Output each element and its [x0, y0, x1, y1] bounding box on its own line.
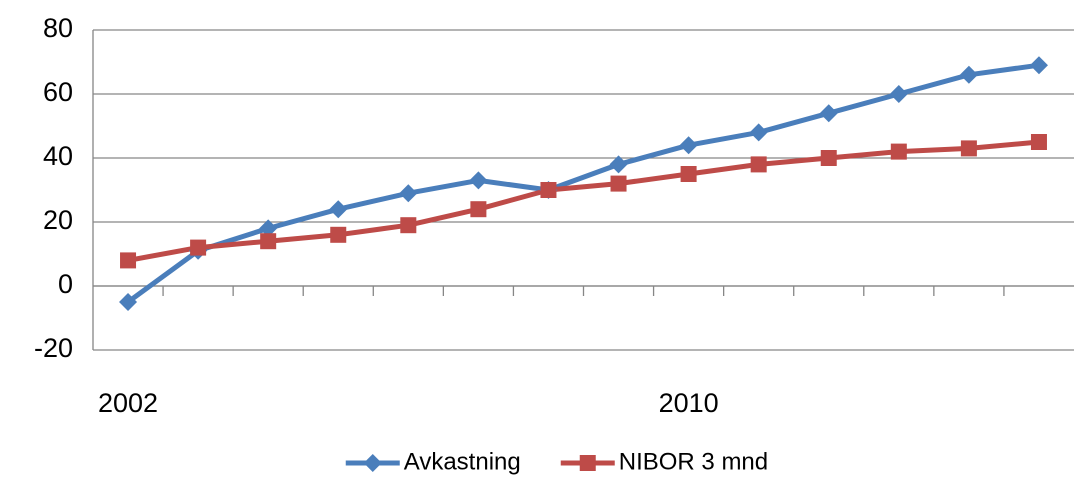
legend: Avkastning NIBOR 3 mnd [345, 448, 768, 475]
point [1030, 134, 1047, 150]
point [610, 175, 627, 192]
x-tick-label: 2002 [98, 388, 158, 418]
point [679, 136, 698, 155]
series-line [127, 139, 1040, 263]
y-tick-label: -20 [34, 333, 73, 363]
point [749, 123, 768, 142]
legend-label: NIBOR 3 mnd [619, 448, 768, 475]
point [750, 156, 767, 173]
point [820, 150, 837, 166]
point [259, 219, 278, 238]
point [119, 293, 138, 311]
legend-marker [363, 454, 382, 472]
y-tick-label: 40 [43, 141, 73, 171]
point [959, 65, 978, 84]
y-tick-label: 80 [43, 13, 73, 43]
y-tick-label: 20 [43, 205, 73, 235]
point [469, 171, 488, 190]
point [470, 201, 487, 218]
point [889, 85, 908, 103]
point [260, 233, 277, 250]
y-tick-label: 60 [43, 77, 73, 107]
point [680, 166, 697, 182]
point [120, 252, 137, 269]
point [330, 226, 347, 243]
point [890, 143, 907, 160]
point [400, 217, 417, 234]
point [190, 239, 207, 256]
point [399, 184, 418, 203]
legend-label: Avkastning [404, 448, 521, 475]
series-line [126, 62, 1040, 305]
point [329, 200, 348, 219]
legend-marker [579, 455, 596, 471]
y-tick-label: 0 [58, 269, 73, 299]
point [609, 155, 628, 174]
x-tick-label: 2010 [659, 388, 719, 418]
point [960, 140, 977, 157]
point [540, 182, 557, 198]
point [1029, 56, 1048, 75]
point [819, 104, 838, 123]
